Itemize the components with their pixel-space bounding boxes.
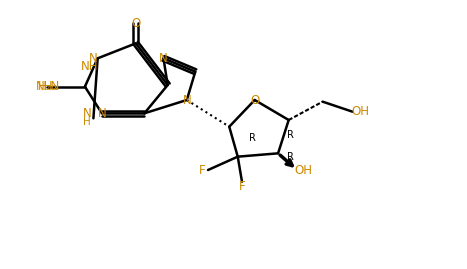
Text: R: R [249,133,256,143]
Text: OH: OH [351,105,369,118]
Text: N: N [83,107,92,120]
Text: F: F [239,180,245,193]
Text: NH₂: NH₂ [35,80,58,93]
Text: OH: OH [294,164,312,176]
Text: H: H [83,117,91,127]
Text: N: N [89,52,98,65]
Text: F: F [199,164,205,176]
Text: N: N [183,94,191,107]
Text: O: O [250,94,259,107]
Text: O: O [131,17,141,30]
Text: R: R [287,130,294,140]
Text: R: R [287,152,294,162]
Text: N: N [98,107,106,120]
Text: H₂N: H₂N [37,80,60,93]
Text: N: N [159,52,168,65]
Text: NH: NH [81,60,99,73]
